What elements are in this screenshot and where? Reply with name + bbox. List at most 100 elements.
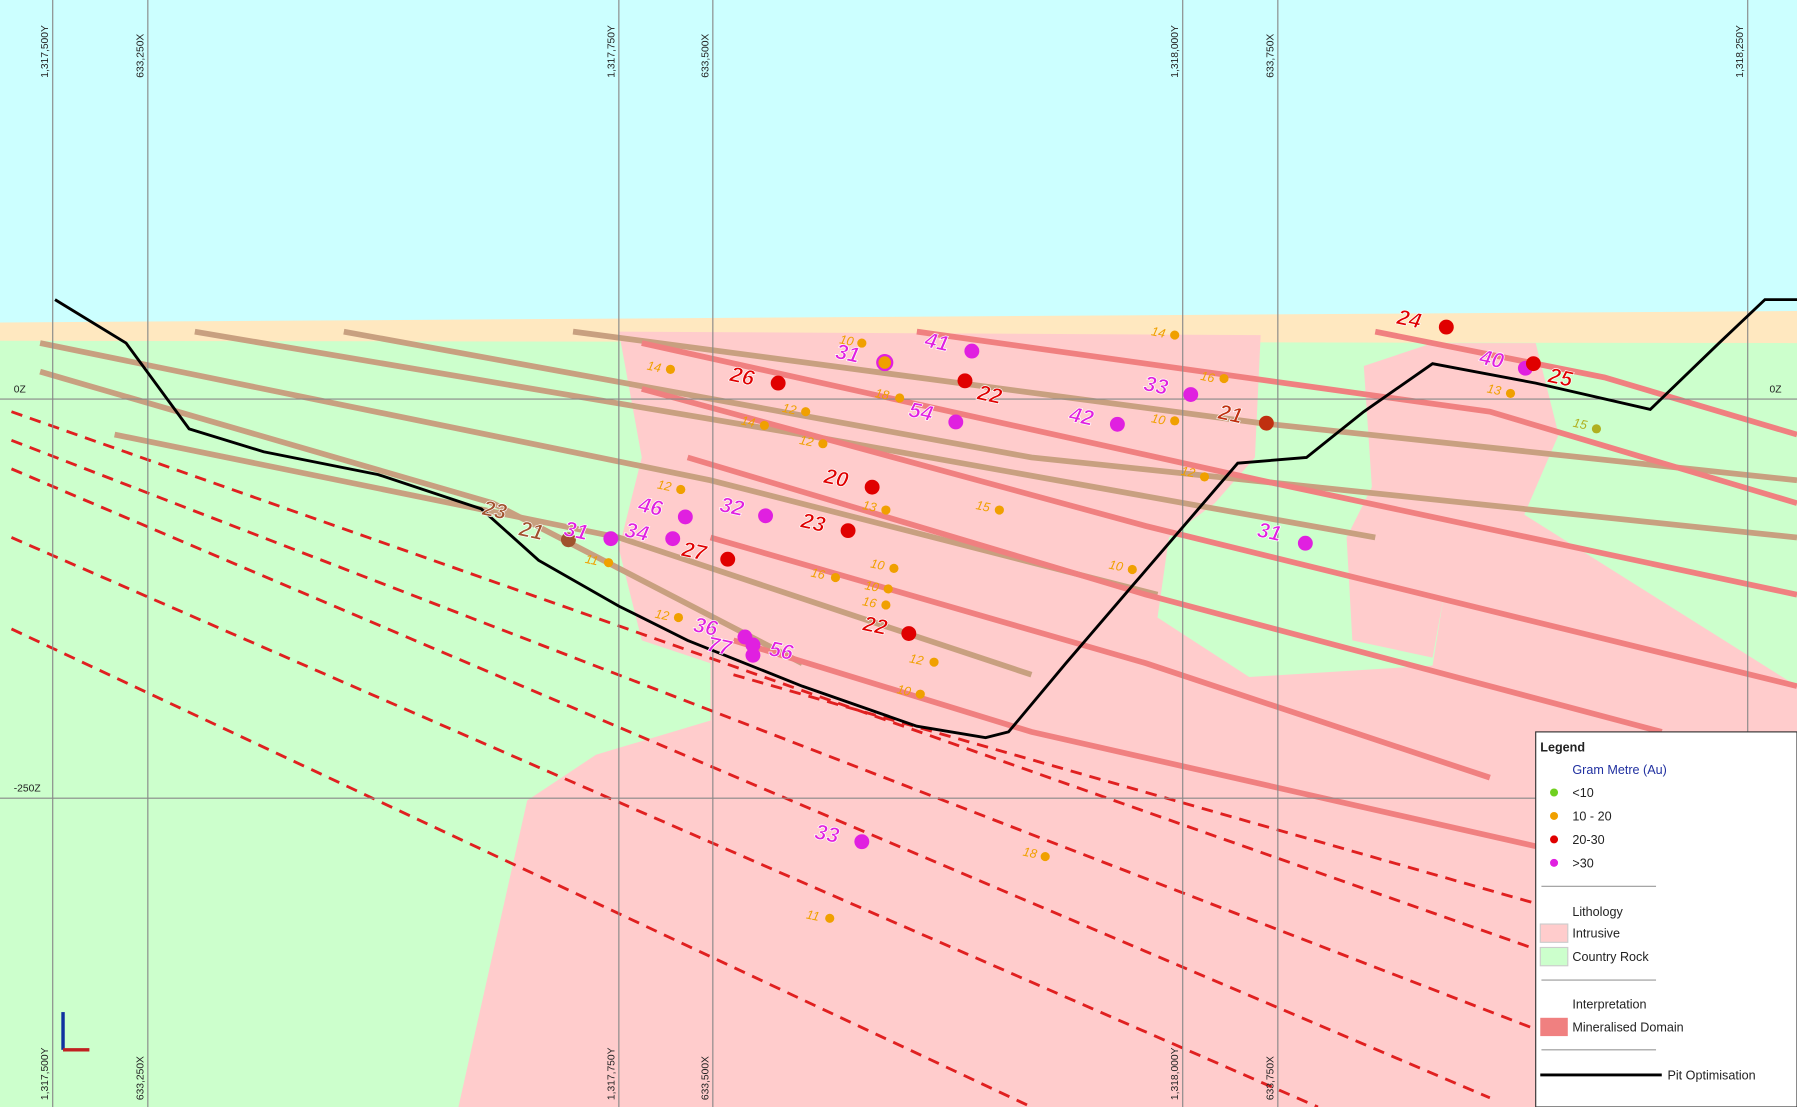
intercept-dot xyxy=(1297,535,1313,551)
pit-shell xyxy=(54,298,1797,740)
domain xyxy=(916,328,1797,506)
intercept-dot xyxy=(818,439,828,449)
intercept-dot xyxy=(825,913,835,923)
intercept-label: 12 xyxy=(781,401,798,418)
legend-swatch xyxy=(1550,811,1559,820)
intercept-label: 22 xyxy=(974,379,1004,409)
dashed-interpretation xyxy=(10,410,1537,1109)
legend-heading: Gram Metre (Au) xyxy=(1572,763,1666,777)
legend-label: 10 - 20 xyxy=(1572,810,1611,824)
intercept-dot xyxy=(770,375,786,391)
legend-box xyxy=(1535,731,1797,1108)
intercept-label: 31 xyxy=(1255,517,1284,546)
intercept-dot xyxy=(994,505,1004,515)
intercept-label: 12 xyxy=(654,607,671,624)
intercept-dot xyxy=(854,834,870,850)
intercept-label: 10 xyxy=(863,578,880,595)
intercept-label: 20 xyxy=(821,463,851,493)
legend-swatch xyxy=(1539,923,1569,943)
grid-label: 1,318,250Y xyxy=(1735,25,1746,78)
dashed-line xyxy=(10,536,1319,1109)
dashed-line xyxy=(10,410,1537,951)
domain xyxy=(709,534,1491,781)
intercept-dot xyxy=(1199,472,1210,482)
domain xyxy=(1374,328,1797,438)
legend-items: <10 10 - 20 20-30 >30 Intrusive Country Rock M… xyxy=(1539,786,1684,1037)
intercept-label: 12 xyxy=(656,478,673,495)
intercept-label: 14 xyxy=(740,414,757,431)
intercept-dot xyxy=(745,647,761,663)
intercept-dot xyxy=(1109,416,1125,432)
intercept-label: 10 xyxy=(838,332,855,349)
intercept-dot xyxy=(665,531,681,547)
grid-label: 633,250X xyxy=(135,1056,146,1100)
intercept-label: 13 xyxy=(861,498,878,515)
intercept-dot xyxy=(883,584,893,594)
domain xyxy=(641,386,1797,689)
intercept-label: 54 xyxy=(907,397,936,426)
domain xyxy=(641,340,1797,598)
level-label: -250Z xyxy=(14,783,41,794)
legend-label: >30 xyxy=(1572,856,1593,870)
intercept-label: 18 xyxy=(1022,845,1039,862)
intercept-dot xyxy=(720,551,736,567)
legend-title: Legend xyxy=(1540,740,1585,754)
intercept-label: 14 xyxy=(646,359,663,376)
grid-label: 1,317,500Y xyxy=(40,25,51,78)
legend-heading: Lithology xyxy=(1572,905,1623,919)
intercept-dot xyxy=(1183,387,1199,402)
intercept-label: 12 xyxy=(1180,464,1197,481)
level-label: 0Z xyxy=(1769,384,1781,395)
grid-label: 633,500X xyxy=(700,34,711,78)
legend-label: Intrusive xyxy=(1572,927,1620,941)
intercept-dot xyxy=(560,532,576,548)
intercept-dot xyxy=(745,637,761,653)
intercept-dot xyxy=(957,373,973,389)
legend-label: <10 xyxy=(1572,786,1593,800)
intercept-label: 16 xyxy=(810,566,827,583)
grid-labels: 1,317,500Y 633,250X 1,317,750Y 633,500X 1,31… xyxy=(14,25,1782,1100)
intercept-label: 16 xyxy=(1199,369,1216,386)
intercept-label: 34 xyxy=(622,517,651,546)
domain xyxy=(686,454,1663,735)
intercept-label: 26 xyxy=(727,361,758,391)
legend-label: Pit Optimisation xyxy=(1667,1069,1755,1083)
legend-label: Mineralised Domain xyxy=(1572,1021,1683,1035)
level-label: 0Z xyxy=(14,384,26,395)
intercept-dot xyxy=(1170,416,1180,426)
legend: Legend Gram Metre (Au) Lithology Interpr… xyxy=(1535,731,1797,1108)
intercept-label: 23 xyxy=(798,507,828,537)
intercept-dot xyxy=(881,505,891,515)
intercept-label: 33 xyxy=(1142,370,1171,399)
grid-label: 1,317,750Y xyxy=(606,1047,617,1100)
grid-label: 1,317,750Y xyxy=(606,25,617,78)
grid-label: 1,318,000Y xyxy=(1170,25,1181,78)
band xyxy=(39,340,1159,598)
intercept-label: 10 xyxy=(869,556,886,573)
grid-label: 633,250X xyxy=(135,34,146,78)
legend-label: Country Rock xyxy=(1572,950,1649,964)
intercept-dot xyxy=(915,689,925,699)
grid-label: 1,317,500Y xyxy=(40,1047,51,1100)
intercept-dot xyxy=(603,531,619,547)
intercept-dot xyxy=(948,414,964,430)
intercept-label: 33 xyxy=(813,819,842,848)
intercept-dot xyxy=(881,600,891,610)
intercept-dot xyxy=(1525,356,1541,372)
intercept-dot xyxy=(1127,564,1137,575)
intercept-dot xyxy=(801,407,811,417)
intercept-label: 11 xyxy=(805,908,821,924)
grid-label: 1,318,000Y xyxy=(1170,1047,1181,1100)
intercept-dot xyxy=(895,393,905,403)
intercept-dot xyxy=(677,509,693,525)
intercept-dot xyxy=(759,420,769,430)
intercept-label: 10 xyxy=(1150,411,1167,428)
intercept-label: 10 xyxy=(1108,558,1125,575)
intercept-dot xyxy=(1219,373,1229,384)
legend-label: 20-30 xyxy=(1572,833,1604,847)
intercept-label: 21 xyxy=(1215,399,1245,429)
intercept-label: 15 xyxy=(1572,416,1590,433)
intercept-dot xyxy=(1438,319,1454,335)
intercept-label: 13 xyxy=(1486,382,1503,399)
